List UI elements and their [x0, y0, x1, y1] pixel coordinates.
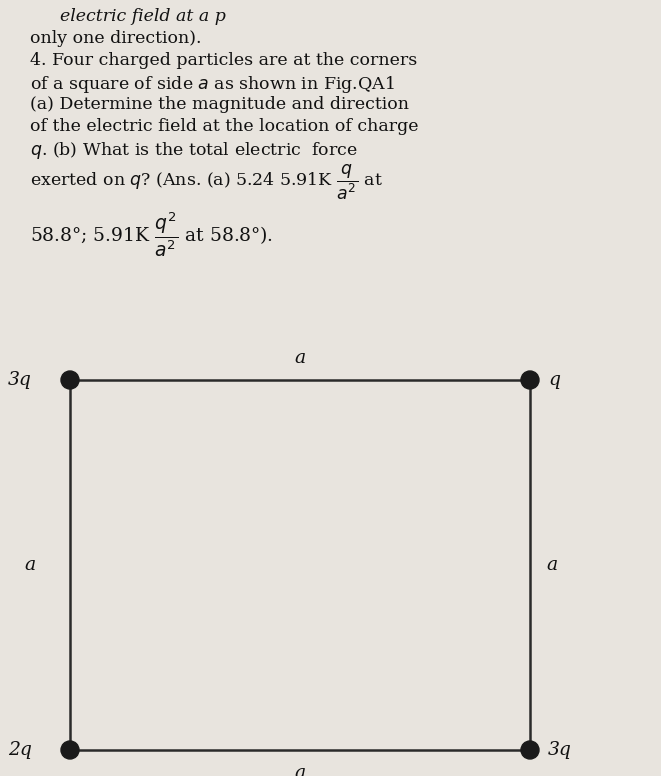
Circle shape — [521, 371, 539, 389]
Circle shape — [61, 741, 79, 759]
Text: 2q: 2q — [8, 741, 32, 759]
Text: a: a — [547, 556, 558, 574]
Text: q: q — [548, 371, 560, 389]
Circle shape — [61, 371, 79, 389]
Text: 4. Four charged particles are at the corners: 4. Four charged particles are at the cor… — [30, 52, 417, 69]
Text: 3q: 3q — [8, 371, 32, 389]
Text: a: a — [24, 556, 36, 574]
Text: (a) Determine the magnitude and direction: (a) Determine the magnitude and directio… — [30, 96, 409, 113]
Text: 3q: 3q — [548, 741, 572, 759]
Circle shape — [521, 741, 539, 759]
Text: electric field at a p: electric field at a p — [60, 8, 226, 25]
Text: of the electric field at the location of charge: of the electric field at the location of… — [30, 118, 418, 135]
Bar — [70, 380, 530, 750]
Text: only one direction).: only one direction). — [30, 30, 202, 47]
Text: of a square of side $a$ as shown in Fig.QA1: of a square of side $a$ as shown in Fig.… — [30, 74, 395, 95]
Text: 58.8°; 5.91K $\dfrac{q^2}{a^2}$ at 58.8°).: 58.8°; 5.91K $\dfrac{q^2}{a^2}$ at 58.8°… — [30, 210, 273, 259]
Text: $q$. (b) What is the total electric  force: $q$. (b) What is the total electric forc… — [30, 140, 358, 161]
Text: a: a — [294, 349, 305, 367]
Text: a: a — [294, 764, 305, 776]
Text: exerted on $q$? (Ans. (a) 5.24 5.91K $\dfrac{q}{a^2}$ at: exerted on $q$? (Ans. (a) 5.24 5.91K $\d… — [30, 162, 383, 202]
